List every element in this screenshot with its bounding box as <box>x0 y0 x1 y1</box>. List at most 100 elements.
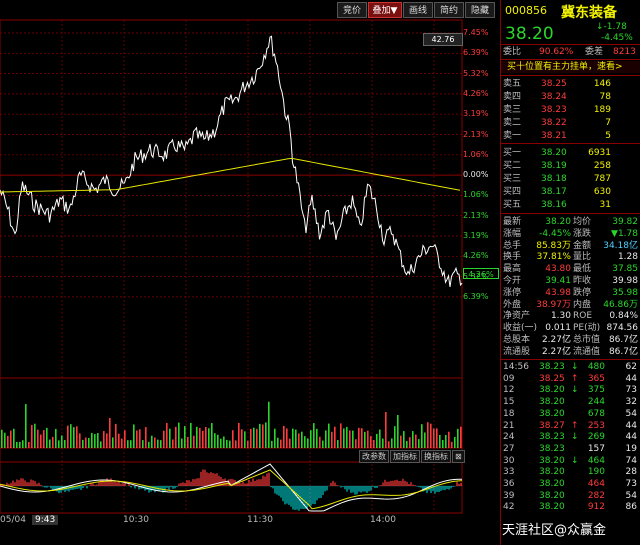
sell-order-row[interactable]: 卖二 38.22 7 <box>501 117 640 129</box>
tick-row[interactable]: 24 38.23 ↓ 269 44 <box>501 431 640 443</box>
chart-canvas[interactable] <box>0 0 500 545</box>
grid-lines <box>0 19 463 514</box>
tick-row[interactable]: 21 38.27 ↑ 253 44 <box>501 420 640 432</box>
order-level-label: 买二 <box>503 161 522 171</box>
tick-price: 38.20 <box>539 502 565 513</box>
switch-indicator-button[interactable]: 换指标 <box>421 450 451 463</box>
buy-order-row[interactable]: 买三 38.18 787 <box>501 173 640 185</box>
stat-row: 收益(一) 0.011 PE(动) 874.56 <box>501 322 640 334</box>
edit-params-button[interactable]: 改参数 <box>359 450 389 463</box>
tick-count: 54 <box>625 490 637 501</box>
tick-time: 21 <box>503 420 515 431</box>
tick-volume: 464 <box>587 455 605 466</box>
price-line <box>0 35 463 287</box>
stat-row: 换手 37.81% 量比 1.28 <box>501 251 640 263</box>
tick-price: 38.25 <box>539 373 565 384</box>
buy-order-row[interactable]: 买四 38.17 630 <box>501 186 640 198</box>
order-level-label: 买一 <box>503 148 522 158</box>
order-ratio-row: 委比 90.62% 委差 8213 <box>501 46 640 58</box>
banner-text[interactable]: 买十位置有主力挂单，速看> <box>507 62 623 72</box>
tick-price: 38.27 <box>539 420 565 431</box>
auction-button[interactable]: 竞价 <box>337 2 367 18</box>
tick-row[interactable]: 15 38.20 244 32 <box>501 396 640 408</box>
order-price: 38.17 <box>541 187 567 197</box>
tick-count: 62 <box>625 362 637 372</box>
stat-label: 跌停 <box>573 287 592 298</box>
stat-label: 流通股 <box>503 346 531 357</box>
stat-value: ▼1.78 <box>611 228 638 239</box>
tick-row[interactable]: 42 38.20 912 86 <box>501 501 640 513</box>
tick-row[interactable]: 27 38.23 157 19 <box>501 443 640 455</box>
add-indicator-button[interactable]: 加指标 <box>390 450 420 463</box>
diff-value: 8213 <box>613 47 636 57</box>
tick-row[interactable]: 39 38.20 282 54 <box>501 490 640 502</box>
stat-row: 涨停 43.98 跌停 35.98 <box>501 287 640 299</box>
overlay-button[interactable]: 叠加▼ <box>368 2 402 18</box>
stat-value: 2.27亿 <box>541 335 571 345</box>
sell-order-row[interactable]: 卖五 38.25 146 <box>501 78 640 90</box>
stat-label: 量比 <box>573 252 592 263</box>
stat-label: 均价 <box>573 217 592 227</box>
stat-value: 34.18亿 <box>603 240 638 251</box>
tick-row[interactable]: 36 38.20 464 73 <box>501 478 640 490</box>
hide-button[interactable]: 隐藏 <box>465 2 495 18</box>
stat-value: 39.82 <box>612 217 638 227</box>
stock-code: 000856 <box>505 4 547 17</box>
order-price: 38.21 <box>541 131 567 141</box>
stat-row: 涨幅 -4.45% 涨跌 ▼1.78 <box>501 228 640 240</box>
y-tick-label: 6.39% <box>463 48 489 58</box>
draw-line-button[interactable]: 画线 <box>403 2 433 18</box>
buy-order-row[interactable]: 买二 38.19 258 <box>501 160 640 172</box>
tick-row[interactable]: 12 38.20 ↓ 375 73 <box>501 384 640 396</box>
down-arrow-icon: ↓ <box>596 22 604 32</box>
tick-time: 09 <box>503 373 515 384</box>
order-price: 38.22 <box>541 118 567 128</box>
main-order-banner[interactable]: 买十位置有主力挂单，速看> <box>501 61 640 73</box>
tick-count: 73 <box>625 479 637 489</box>
order-level-label: 卖二 <box>503 118 522 128</box>
stat-value: -4.45% <box>539 228 571 239</box>
quote-panel: 000856 冀东装备 38.20 ↓-1.78 -4.45% 委比 90.62… <box>500 0 640 545</box>
tick-row[interactable]: 18 38.20 678 54 <box>501 408 640 420</box>
tick-price: 38.20 <box>539 397 565 408</box>
intraday-chart[interactable] <box>0 0 500 545</box>
order-price: 38.19 <box>541 161 567 171</box>
tick-volume: 464 <box>587 479 605 489</box>
tick-row[interactable]: 14:56 38.23 ↓ 480 62 <box>501 361 640 373</box>
stat-value: 46.86万 <box>603 299 638 310</box>
tick-count: 44 <box>625 420 637 431</box>
stat-label: 流通值 <box>573 346 601 357</box>
close-indicator-icon[interactable]: ⊠ <box>452 450 465 463</box>
tick-row[interactable]: 33 38.20 190 28 <box>501 466 640 478</box>
y-tick-label: 1.06% <box>463 149 489 159</box>
stat-label: 总手 <box>503 240 522 251</box>
stat-row: 最高 43.80 最低 37.85 <box>501 263 640 275</box>
tick-row[interactable]: 09 38.25 ↑ 365 44 <box>501 373 640 385</box>
tick-time: 39 <box>503 490 515 501</box>
tick-price: 38.20 <box>539 467 565 478</box>
y-tick-label: 5.32% <box>463 68 489 78</box>
simple-mode-button[interactable]: 简约 <box>434 2 464 18</box>
order-volume: 258 <box>593 161 611 171</box>
current-change-flag: 4.26% <box>463 268 499 279</box>
buy-order-row[interactable]: 买一 38.20 6931 <box>501 147 640 159</box>
stat-label: 涨停 <box>503 287 522 298</box>
tick-arrow-icon: ↑ <box>571 420 579 431</box>
sell-order-row[interactable]: 卖四 38.24 78 <box>501 91 640 103</box>
sell-order-row[interactable]: 卖三 38.23 189 <box>501 104 640 116</box>
stat-row: 外盘 38.97万 内盘 46.86万 <box>501 299 640 311</box>
y-tick-label: 2.13% <box>463 129 489 139</box>
tick-row[interactable]: 30 38.20 ↓ 464 74 <box>501 455 640 467</box>
ratio-value: 90.62% <box>539 47 574 57</box>
tick-time: 14:56 <box>503 362 529 372</box>
stat-value: 39.41 <box>545 276 571 286</box>
sell-order-row[interactable]: 卖一 38.21 5 <box>501 130 640 142</box>
buy-order-row[interactable]: 买五 38.16 31 <box>501 199 640 211</box>
order-level-label: 卖四 <box>503 92 522 102</box>
tick-volume: 269 <box>587 432 605 443</box>
stat-label: 总市值 <box>573 335 601 345</box>
order-price: 38.24 <box>541 92 567 102</box>
stat-row: 总手 85.83万 金额 34.18亿 <box>501 240 640 252</box>
tick-arrow-icon: ↓ <box>571 432 579 443</box>
stat-value: 86.7亿 <box>608 346 638 357</box>
